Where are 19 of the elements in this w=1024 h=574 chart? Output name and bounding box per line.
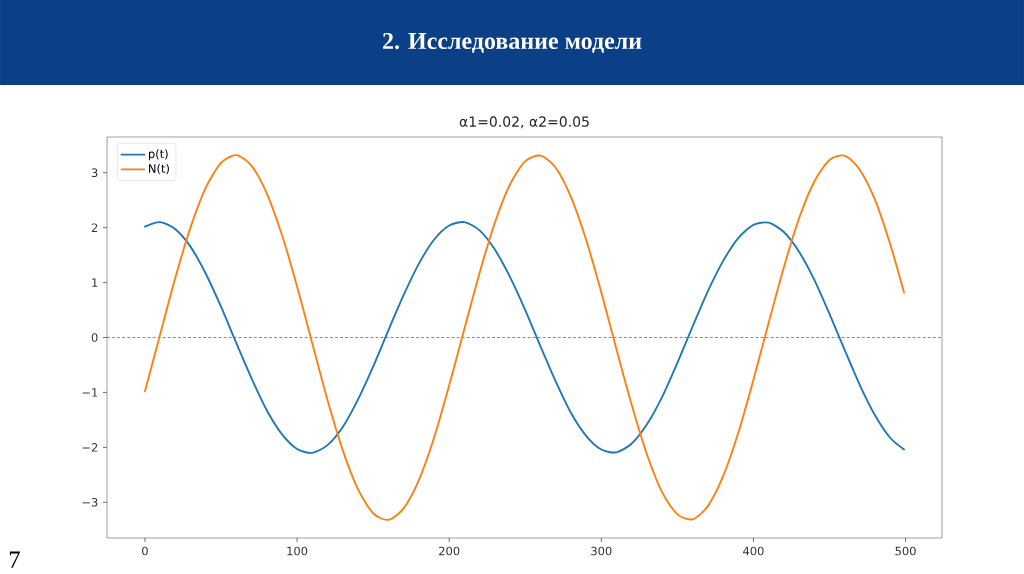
x-tick-label: 0: [142, 546, 148, 556]
chart-title: 2. Исследование модели: [383, 32, 642, 54]
line-series: [144, 221, 905, 454]
x-tick-label: 100: [287, 546, 308, 556]
x-tick-label: 400: [743, 546, 764, 556]
legend-label: N(t): [149, 163, 169, 175]
y-tick-label: 2: [91, 223, 98, 232]
x-tick-label: 200: [439, 546, 460, 556]
y-tick-label: −1: [82, 388, 98, 397]
legend-label: p(t): [148, 149, 168, 161]
y-tick-label: 1: [92, 278, 98, 287]
chart-subtitle: α1=0.02, α2=0.05: [459, 116, 589, 129]
x-tick-label: 300: [591, 546, 612, 556]
text: 7: [9, 551, 20, 568]
y-tick-label: 3: [91, 168, 98, 178]
x-tick-label: 500: [895, 546, 916, 556]
y-tick-label: −2: [82, 443, 98, 452]
y-tick-label: −3: [82, 497, 98, 507]
y-tick-label: 0: [91, 333, 98, 342]
